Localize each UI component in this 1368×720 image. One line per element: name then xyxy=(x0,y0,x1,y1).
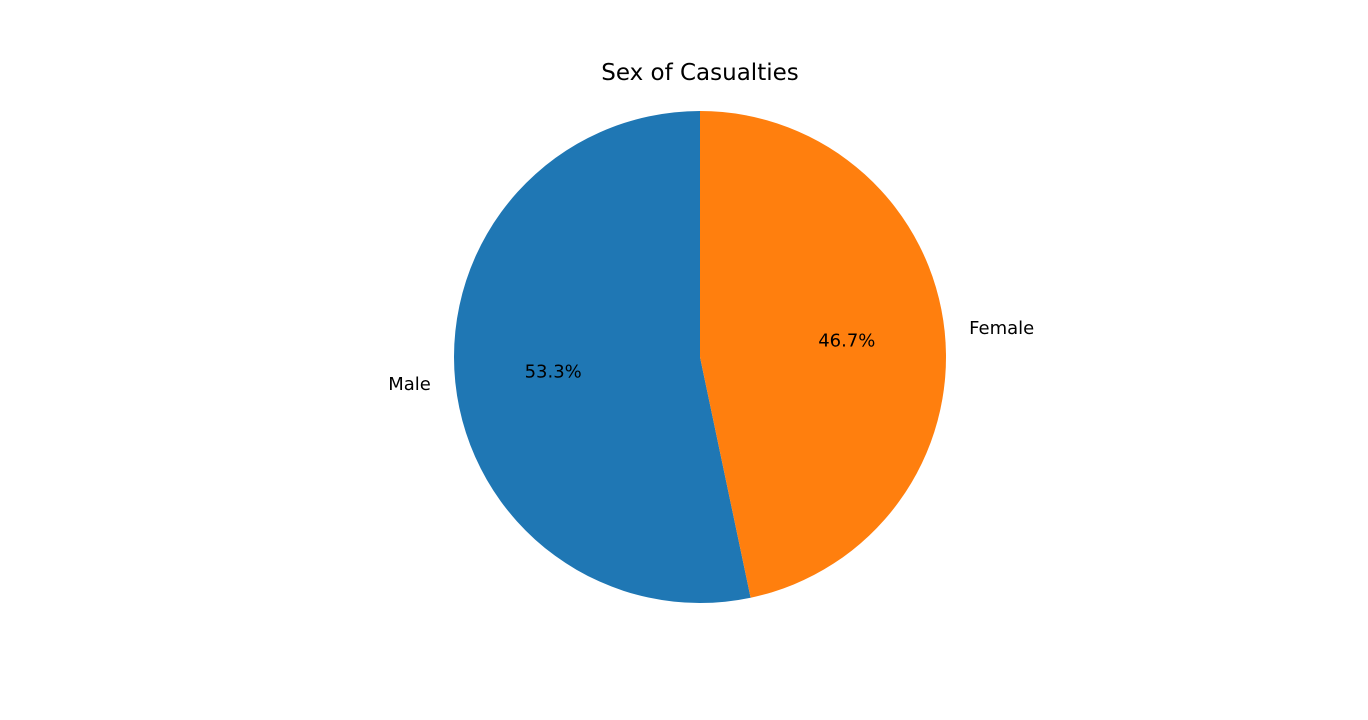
slice-label-female: Female xyxy=(969,318,1034,339)
slice-percent-male: 53.3% xyxy=(525,361,582,382)
slice-percent-female: 46.7% xyxy=(818,331,875,352)
chart-title: Sex of Casualties xyxy=(601,60,799,86)
pie-labels: Male 53.3% Female 46.7% xyxy=(388,318,1034,395)
slice-label-male: Male xyxy=(388,374,431,395)
pie-slice-male xyxy=(453,111,751,603)
pie-slice-female xyxy=(700,111,946,598)
pie-slices xyxy=(453,111,946,603)
